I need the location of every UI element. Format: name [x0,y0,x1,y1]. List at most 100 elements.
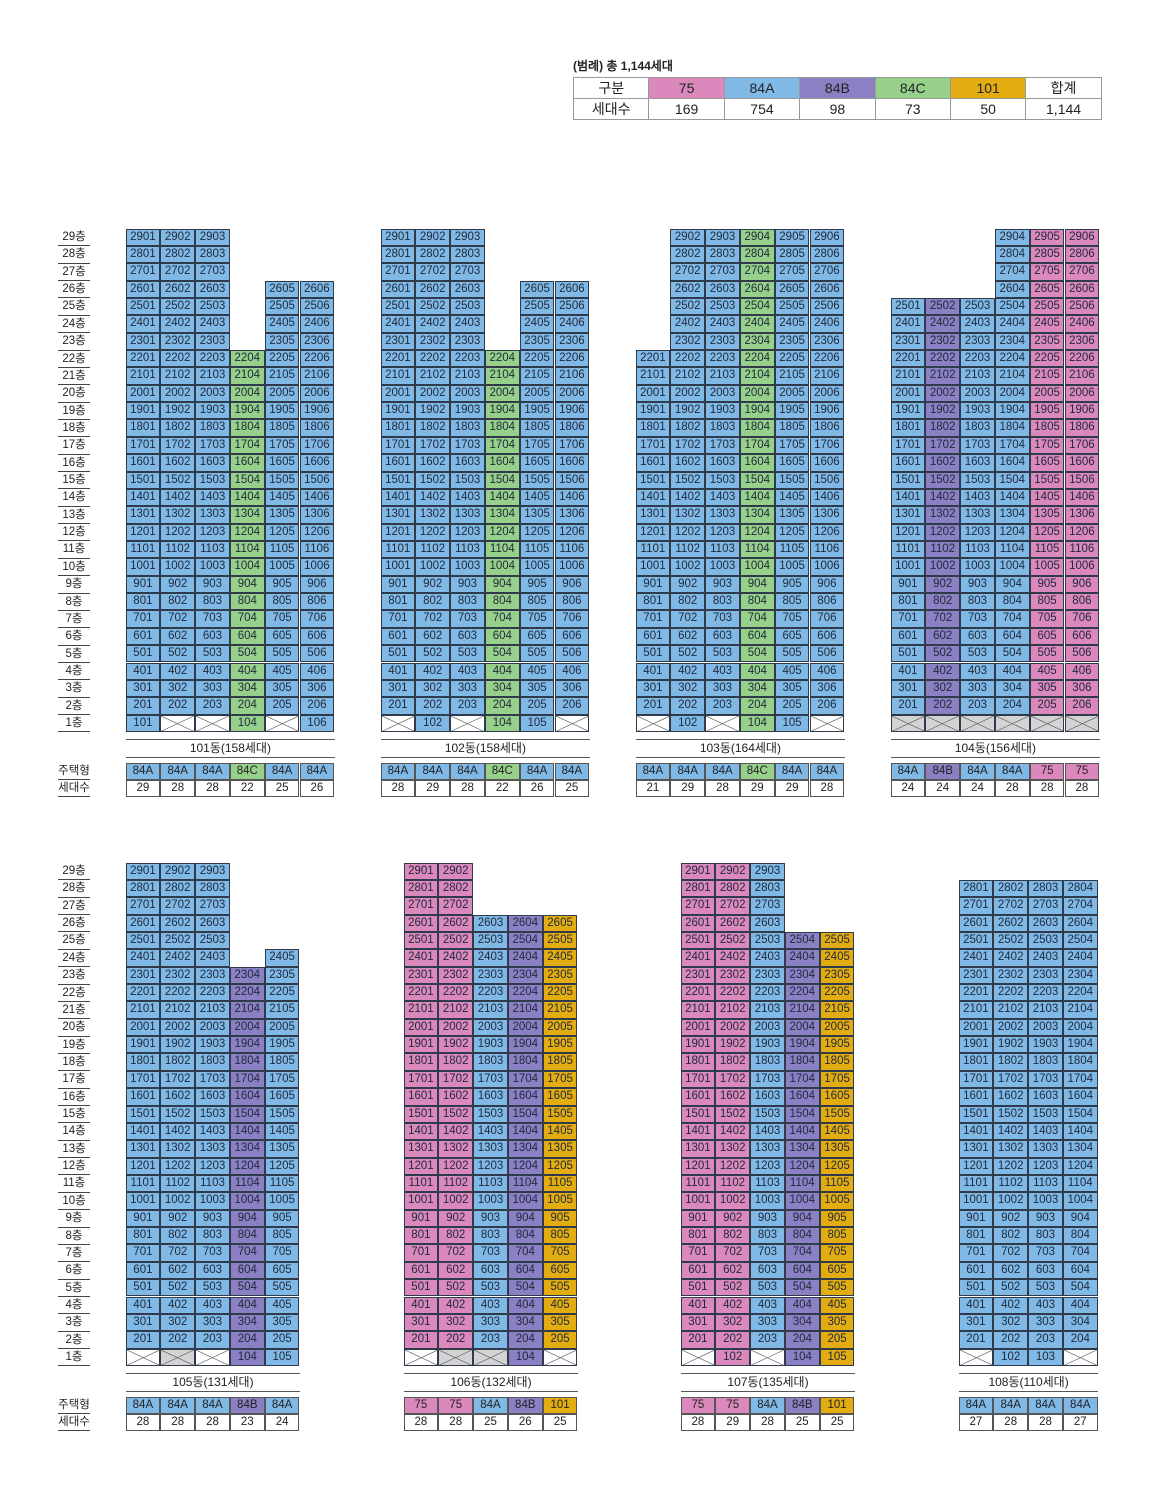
cross-icon [1064,1350,1097,1365]
unit-cell: 204 [994,697,1030,715]
unit-cell: 1903 [195,402,230,420]
unit-cell: 801 [125,593,161,611]
unit-cell: 2202 [925,350,961,368]
floor-label: 16층 [58,1089,90,1107]
unit-cell: 1704 [739,436,775,455]
unit-cell: 804 [484,593,520,611]
unit-cell: 203 [960,697,995,715]
unit-cell: 2101 [635,367,671,385]
unit-cell: 602 [160,627,196,646]
unit-cell: 904 [229,575,265,594]
unit-cell: 1302 [438,1140,474,1158]
floor-label: 21층 [58,368,90,386]
unit-cell: 1902 [715,1036,751,1054]
unit-cell: 402 [715,1296,751,1314]
unit-cell: 1001 [635,558,671,576]
unit-cell: 601 [958,1261,994,1280]
unit-cell: 1303 [1028,1140,1063,1158]
unit-cell: 2101 [958,1001,994,1019]
floor-label: 9층 [58,1210,90,1228]
unit-cell: 1301 [635,506,671,524]
unit-count-cell: 28 [160,1414,196,1431]
unit-cell: 104 [784,1348,820,1366]
unit-cell: 2303 [473,966,508,985]
unit-cell: 403 [750,1296,785,1314]
unit-cell: 1503 [473,1105,508,1123]
unit-cell: 805 [774,593,810,611]
unit-cell: 904 [994,575,1030,594]
unit-cell: 1804 [784,1053,820,1071]
unit-cell: 402 [160,662,196,680]
unit-cell: 903 [705,575,740,594]
unit-cell: 2604 [507,914,543,932]
unit-cell: 705 [542,1244,578,1262]
unit-cell: 2601 [125,914,161,932]
unit-cell: 1504 [229,1105,265,1123]
unit-cell: 1301 [958,1140,994,1158]
unit-type-cell: 84B [507,1397,543,1414]
unit-cell: 2401 [125,315,161,333]
unit-cell: 2402 [670,315,706,333]
unit-cell: 2104 [784,1001,820,1019]
unit-cell: 1805 [264,1053,300,1071]
unit-cell: 802 [160,1227,196,1245]
unit-cell: 2803 [450,245,485,264]
unit-cell: 1106 [299,540,335,559]
unit-cell: 2101 [125,1001,161,1019]
unit-cell: 2002 [670,384,706,403]
unit-cell: 301 [958,1313,994,1332]
unit-count-cell: 28 [993,1414,1029,1431]
unit-cell: 1301 [403,1140,439,1158]
unit-cell: 1204 [784,1157,820,1175]
unit-cell: 305 [519,679,555,698]
unit-cell: 1205 [264,1157,300,1175]
unit-cell: 2703 [195,263,230,281]
unit-cell: 2904 [994,228,1030,246]
unit-cell: 1604 [739,454,775,472]
floor-label: 29층 [58,863,90,881]
unit-cell: 305 [542,1313,578,1332]
unit-cell: 604 [784,1261,820,1280]
unit-cell: 504 [739,645,775,663]
unit-cell: 2604 [1062,914,1098,932]
floor-label: 10층 [58,559,90,577]
unit-cell: 1102 [438,1174,474,1193]
unit-cell: 1602 [160,1088,196,1106]
unit-cell: 2004 [484,384,520,403]
unit-type-cell: 101 [542,1397,578,1414]
unit-cell: 1005 [542,1192,578,1210]
unit-cell: 105 [774,714,810,732]
unit-cell: 1901 [403,1036,439,1054]
unit-cell: 2503 [1028,931,1063,950]
unit-cell: 905 [264,1209,300,1228]
unit-cell: 1802 [415,419,451,437]
unit-cell: 1603 [960,454,995,472]
unit-count-cell: 28 [1028,1414,1063,1431]
unit-cell: 1002 [160,558,196,576]
unit-cell: 1502 [670,471,706,489]
unit-cell: 1803 [450,419,485,437]
unit-cell: 303 [473,1313,508,1332]
unit-cell: 1501 [125,1105,161,1123]
unit-cell: 2302 [993,966,1029,985]
unit-cell: 702 [415,610,451,628]
empty-unit-cell [705,714,740,732]
unit-count-cell: 29 [125,780,161,797]
unit-cell: 1406 [809,488,845,507]
unit-cell: 2103 [705,367,740,385]
unit-cell: 802 [925,593,961,611]
unit-cell: 2205 [819,984,855,1002]
unit-cell: 801 [958,1227,994,1245]
unit-cell: 1503 [960,471,995,489]
unit-cell: 2103 [473,1001,508,1019]
empty-unit-cell [1064,714,1100,732]
unit-cell: 606 [554,627,590,646]
unit-cell: 803 [750,1227,785,1245]
unit-cell: 2605 [519,280,555,298]
unit-cell: 2403 [750,949,785,967]
unit-cell: 2205 [264,350,300,368]
unit-cell: 2606 [809,280,845,298]
unit-cell: 501 [958,1279,994,1297]
unit-cell: 2001 [403,1018,439,1037]
unit-count-cell: 28 [403,1414,439,1431]
